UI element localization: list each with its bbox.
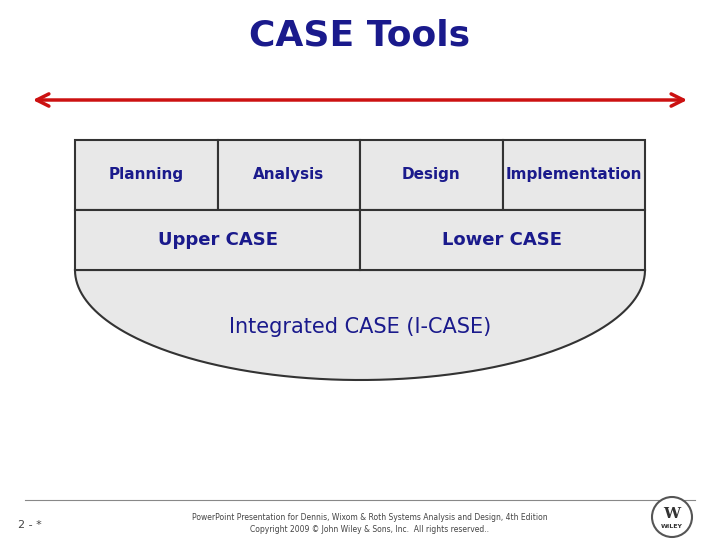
Bar (503, 140, 645, 210)
Text: Integrated CASE (I-CASE): Integrated CASE (I-CASE) (229, 317, 491, 337)
Bar (75, 210, 360, 270)
Text: Design: Design (402, 167, 461, 183)
Text: CASE Tools: CASE Tools (249, 18, 471, 52)
Bar (360, 210, 645, 270)
Text: PowerPoint Presentation for Dennis, Wixom & Roth Systems Analysis and Design, 4t: PowerPoint Presentation for Dennis, Wixo… (192, 513, 548, 535)
Text: Lower CASE: Lower CASE (443, 231, 562, 249)
Bar (217, 140, 360, 210)
Bar (360, 140, 503, 210)
Polygon shape (75, 270, 645, 380)
Text: Implementation: Implementation (505, 167, 642, 183)
Text: WILEY: WILEY (661, 524, 683, 530)
Text: Upper CASE: Upper CASE (158, 231, 277, 249)
Text: 2 - *: 2 - * (18, 520, 42, 530)
Text: Planning: Planning (109, 167, 184, 183)
Bar (75, 140, 217, 210)
Text: W: W (663, 507, 680, 521)
Circle shape (652, 497, 692, 537)
Text: Analysis: Analysis (253, 167, 325, 183)
